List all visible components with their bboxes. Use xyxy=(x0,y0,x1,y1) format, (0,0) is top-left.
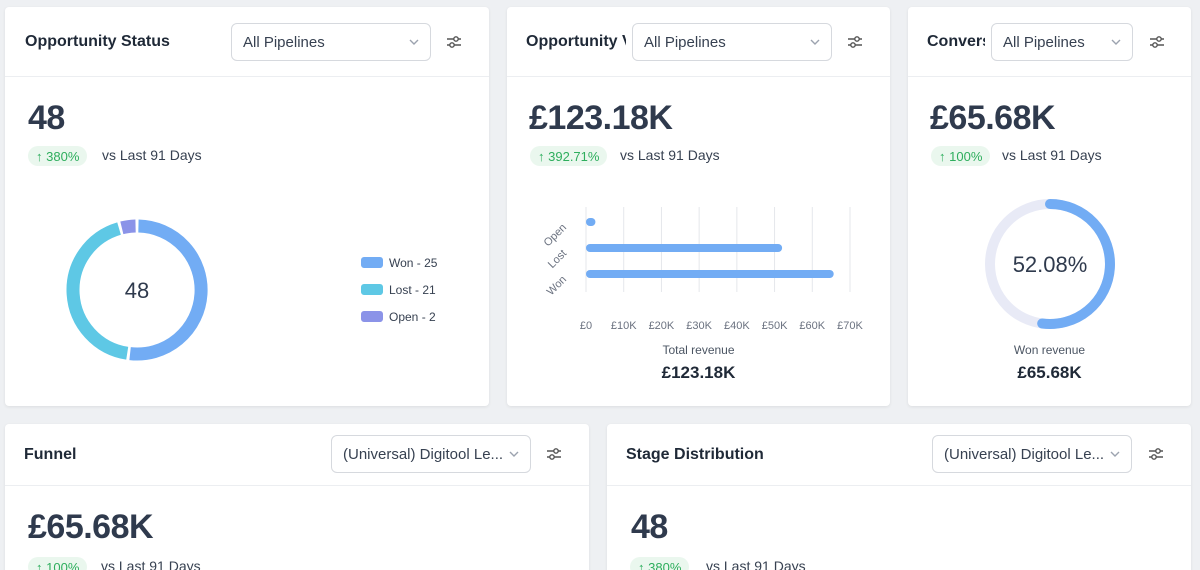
pipeline-select-value: (Universal) Digitool Le... xyxy=(944,446,1105,463)
card-header: Opportunity V All Pipelines xyxy=(507,7,890,77)
conversion-ring: 52.08% xyxy=(985,199,1115,329)
filter-icon[interactable] xyxy=(1147,445,1165,463)
funnel-card: Funnel (Universal) Digitool Le... £65.68… xyxy=(5,424,589,570)
change-value: 380% xyxy=(46,149,80,164)
bar-won xyxy=(586,270,834,278)
chevron-down-icon xyxy=(810,39,820,45)
chart-caption-value: £65.68K xyxy=(1017,363,1082,382)
comparison-text: vs Last 91 Days xyxy=(1002,147,1102,163)
pipeline-select[interactable]: (Universal) Digitool Le... xyxy=(331,435,531,473)
change-badge: ↑ 100% xyxy=(931,146,991,166)
x-tick-label: £40K xyxy=(724,320,750,332)
chevron-down-icon xyxy=(409,39,419,45)
chart-caption-value: £123.18K xyxy=(661,363,736,382)
card-header: Opportunity Status All Pipelines xyxy=(5,7,489,77)
chevron-down-icon xyxy=(1110,451,1120,457)
donut-slice-won xyxy=(129,219,208,361)
change-badge: ↑ 380% xyxy=(28,146,88,166)
pipeline-select-value: (Universal) Digitool Le... xyxy=(343,446,504,463)
legend-swatch xyxy=(361,284,383,295)
metric-value: 48 xyxy=(631,508,668,546)
legend-label: Lost - 21 xyxy=(389,283,436,297)
card-title: Opportunity Status xyxy=(25,33,170,50)
legend-item-open: Open - 2 xyxy=(361,310,436,324)
chart-caption: Total revenue xyxy=(662,343,735,357)
x-tick-label: £50K xyxy=(762,320,788,332)
filter-icon[interactable] xyxy=(846,33,864,51)
card-header: Convers All Pipelines xyxy=(908,7,1191,77)
x-tick-label: £30K xyxy=(686,320,712,332)
chevron-down-icon xyxy=(1111,39,1121,45)
status-donut: 48 xyxy=(66,219,208,361)
pipeline-select[interactable]: All Pipelines xyxy=(632,23,832,61)
comparison-text: vs Last 91 Days xyxy=(706,558,806,570)
legend-item-lost: Lost - 21 xyxy=(361,283,436,297)
comparison-text: vs Last 91 Days xyxy=(620,147,720,163)
change-value: 100% xyxy=(949,149,983,164)
ring-center-label: 52.08% xyxy=(1013,252,1088,277)
pipeline-select-value: All Pipelines xyxy=(243,34,325,51)
change-badge: ↑ 392.71% xyxy=(530,146,608,166)
pipeline-select[interactable]: All Pipelines xyxy=(991,23,1133,61)
chart-caption: Won revenue xyxy=(1013,343,1086,357)
donut-center-label: 48 xyxy=(125,278,149,303)
change-badge: ↑ 380% xyxy=(630,557,690,570)
y-tick-label: Lost xyxy=(546,248,569,271)
bar-lost xyxy=(586,244,783,252)
filter-icon[interactable] xyxy=(545,445,563,463)
metric-value: £65.68K xyxy=(930,99,1056,137)
card-title: Stage Distribution xyxy=(626,446,764,463)
x-tick-label: £10K xyxy=(611,320,637,332)
x-tick-label: £60K xyxy=(799,320,825,332)
pipeline-select[interactable]: All Pipelines xyxy=(231,23,431,61)
comparison-text: vs Last 91 Days xyxy=(102,147,202,163)
legend-swatch xyxy=(361,311,383,322)
x-tick-label: £0 xyxy=(580,320,592,332)
pipeline-select-value: All Pipelines xyxy=(1003,34,1085,51)
metric-value: £123.18K xyxy=(529,99,673,137)
x-tick-label: £20K xyxy=(649,320,675,332)
legend-swatch xyxy=(361,257,383,268)
donut-slice-lost xyxy=(66,222,129,360)
ring-progress xyxy=(1037,199,1115,329)
stage-distribution-card: Stage Distribution (Universal) Digitool … xyxy=(607,424,1191,570)
comparison-text: vs Last 91 Days xyxy=(101,558,201,570)
change-value: 380% xyxy=(648,560,682,570)
legend-label: Open - 2 xyxy=(389,310,436,324)
opportunity-status-card: Opportunity Status All Pipelines 48 ↑ 38… xyxy=(5,7,489,406)
conversion-card: Convers All Pipelines £65.68K ↑ 100% vs … xyxy=(908,7,1191,406)
y-tick-label: Open xyxy=(542,222,570,250)
card-title: Opportunity V xyxy=(526,33,626,50)
legend-item-won: Won - 25 xyxy=(361,256,437,270)
change-badge: ↑ 100% xyxy=(28,557,88,570)
metric-value: 48 xyxy=(28,99,65,137)
filter-icon[interactable] xyxy=(1148,33,1166,51)
x-tick-label: £70K xyxy=(837,320,863,332)
legend-label: Won - 25 xyxy=(389,256,438,270)
card-header: Funnel (Universal) Digitool Le... xyxy=(5,424,589,486)
pipeline-select-value: All Pipelines xyxy=(644,34,726,51)
opportunity-value-card: Opportunity V All Pipelines £123.18K ↑ 3… xyxy=(507,7,890,406)
y-tick-label: Won xyxy=(545,274,569,298)
card-header: Stage Distribution (Universal) Digitool … xyxy=(607,424,1191,486)
change-value: 392.71% xyxy=(548,149,600,164)
filter-icon[interactable] xyxy=(445,33,463,51)
pipeline-select[interactable]: (Universal) Digitool Le... xyxy=(932,435,1132,473)
chevron-down-icon xyxy=(509,451,519,457)
donut-slice-open xyxy=(120,219,136,235)
card-title: Convers xyxy=(927,33,985,50)
card-title: Funnel xyxy=(24,446,77,463)
metric-value: £65.68K xyxy=(28,508,154,546)
bar-open xyxy=(586,218,596,226)
change-value: 100% xyxy=(46,560,80,570)
